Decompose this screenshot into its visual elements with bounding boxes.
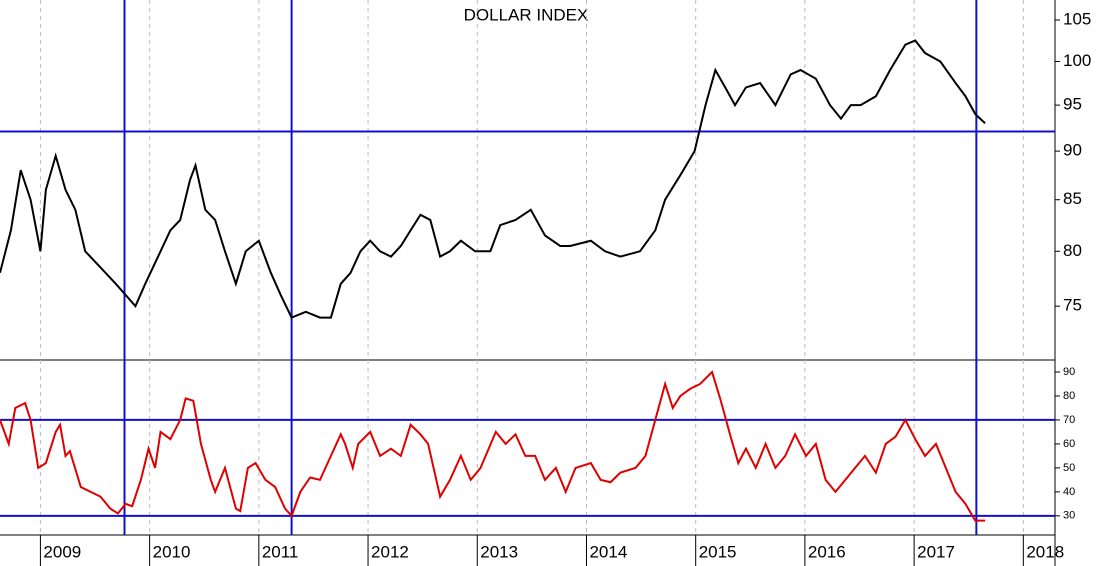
line-series (0, 39, 986, 319)
y-tick-label: 90 (1063, 141, 1082, 160)
y-tick-label: 30 (1063, 510, 1075, 522)
y-tick-label: 75 (1063, 296, 1082, 315)
y-tick-label: 50 (1063, 462, 1075, 474)
y-tick-label: 80 (1063, 241, 1082, 260)
x-tick-label: 2012 (371, 542, 409, 561)
x-tick-label: 2014 (589, 542, 627, 561)
x-tick-label: 2009 (43, 542, 81, 561)
y-tick-label: 105 (1063, 9, 1091, 28)
y-tick-label: 70 (1063, 414, 1075, 426)
x-tick-label: 2013 (480, 542, 518, 561)
y-tick-label: 85 (1063, 189, 1082, 208)
x-tick-label: 2018 (1026, 542, 1064, 561)
chart-title: DOLLAR INDEX (464, 5, 589, 24)
x-tick-label: 2017 (917, 542, 955, 561)
y-tick-label: 80 (1063, 390, 1075, 402)
y-tick-label: 60 (1063, 438, 1075, 450)
line-series (0, 370, 986, 522)
x-tick-label: 2011 (262, 542, 299, 561)
y-tick-label: 95 (1063, 95, 1082, 114)
y-tick-label: 90 (1063, 366, 1075, 378)
y-tick-label: 40 (1063, 486, 1075, 498)
x-tick-label: 2015 (699, 542, 737, 561)
x-tick-label: 2010 (153, 542, 191, 561)
x-tick-label: 2016 (808, 542, 846, 561)
y-tick-label: 100 (1063, 51, 1091, 70)
